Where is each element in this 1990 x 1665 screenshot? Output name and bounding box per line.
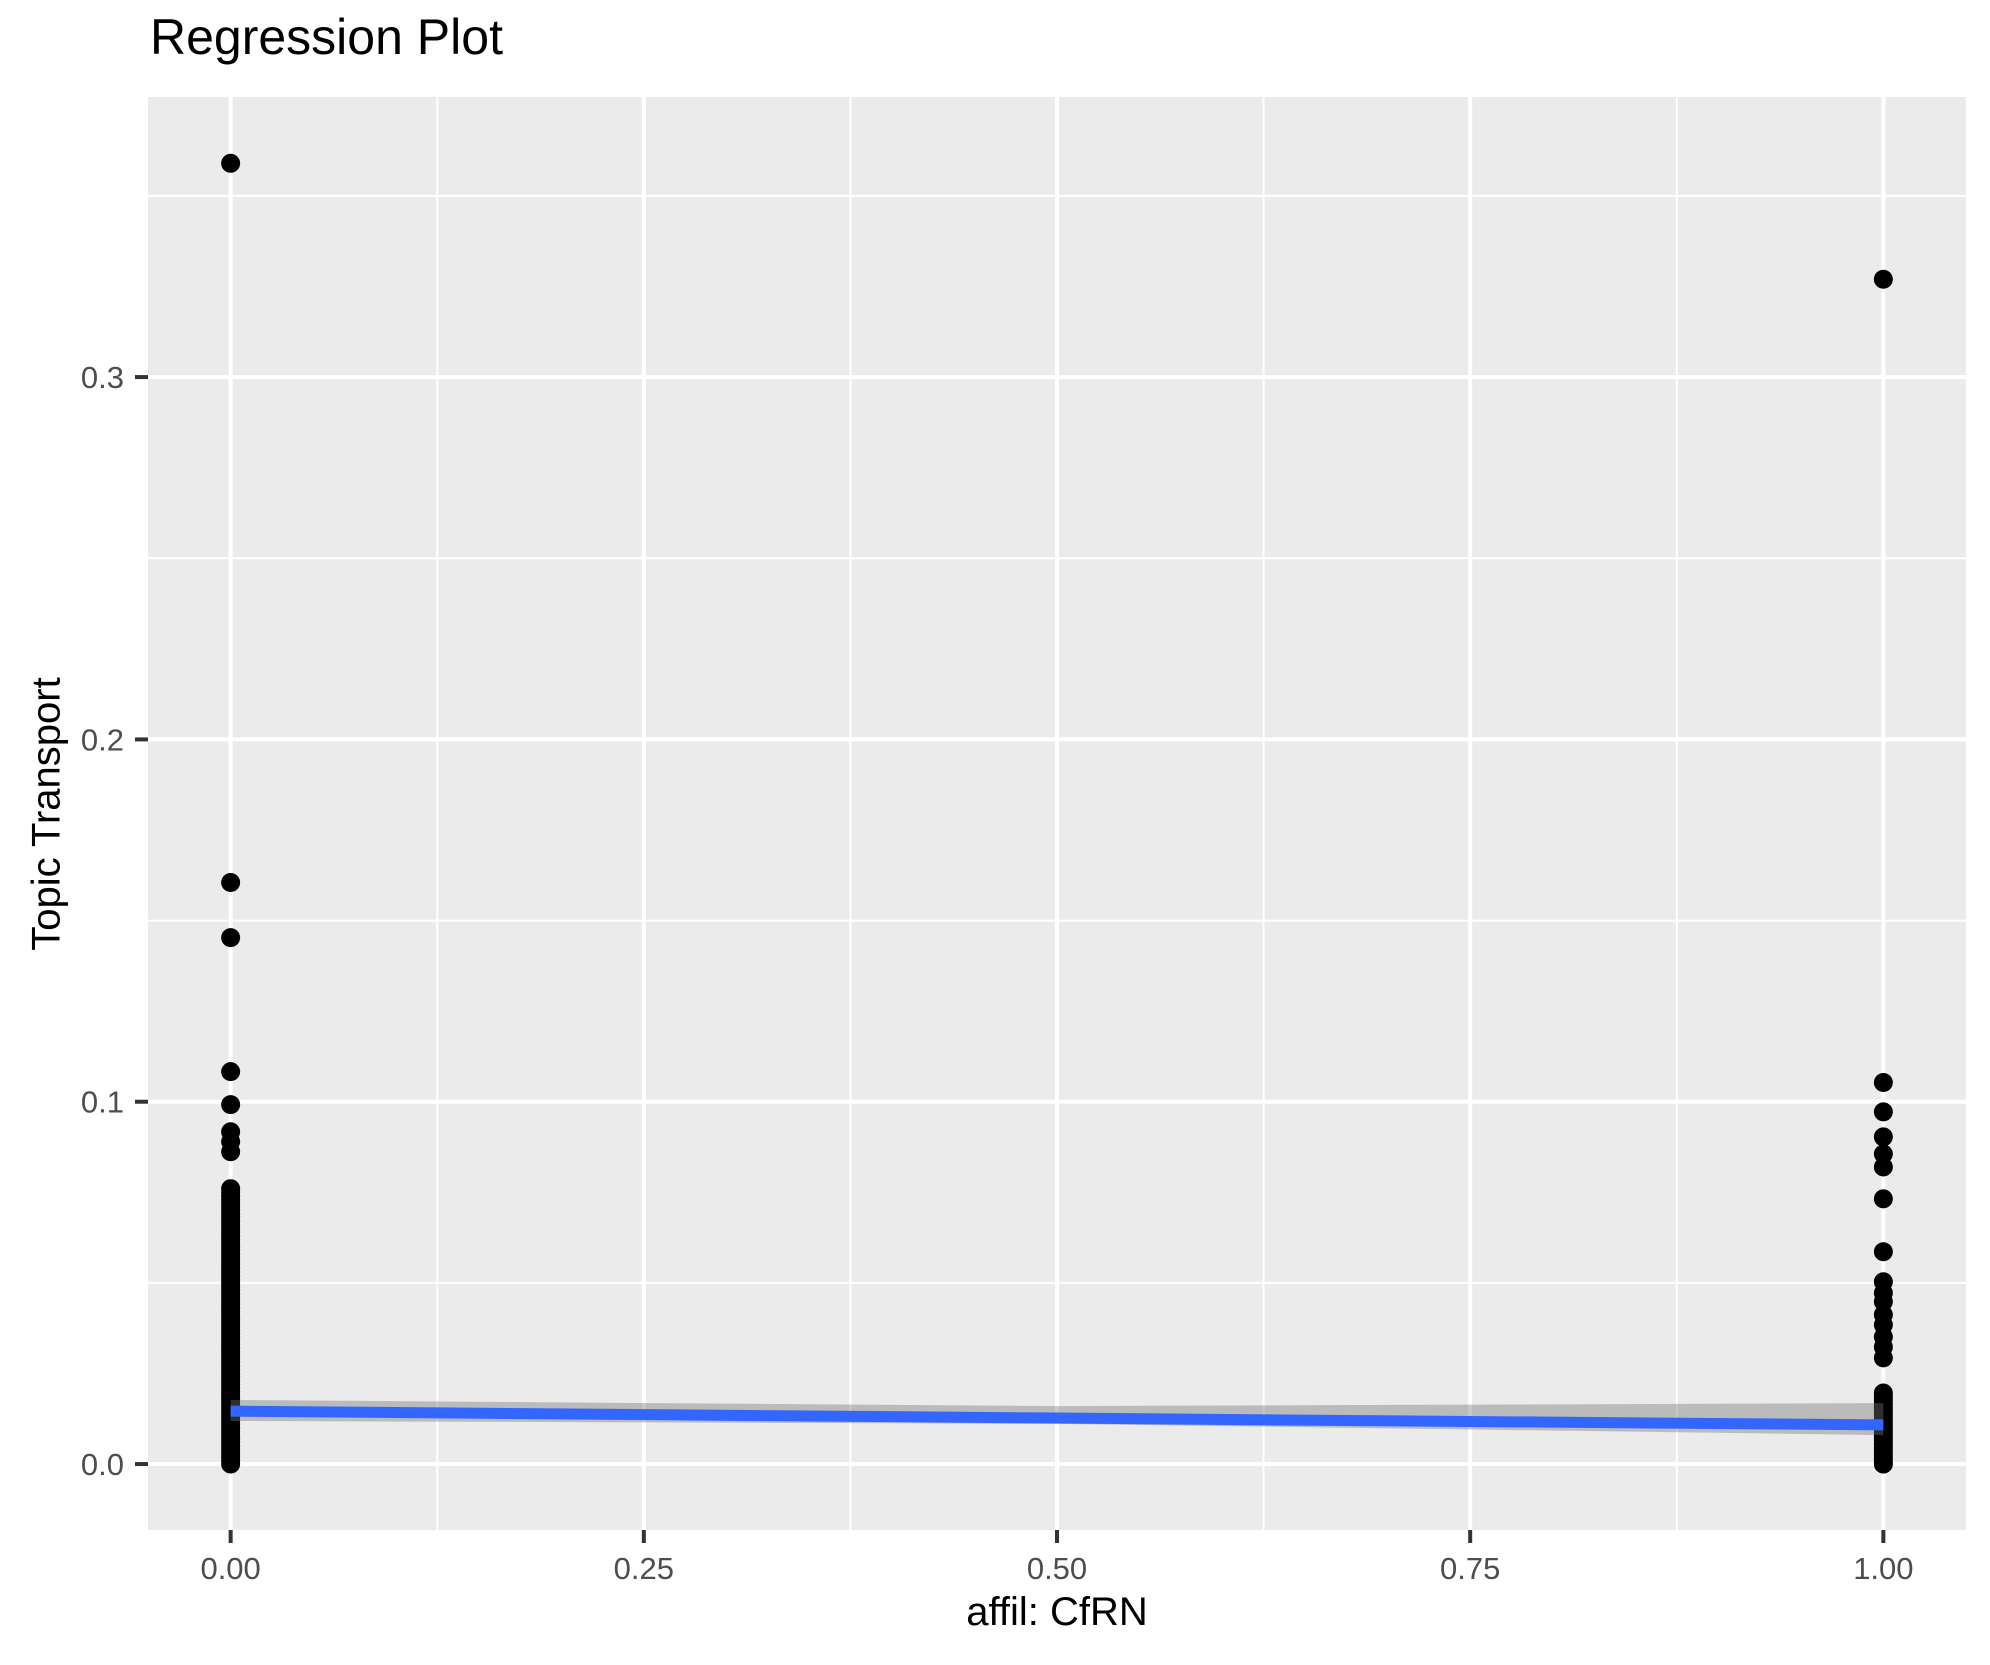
data-point	[221, 1142, 241, 1162]
data-point	[221, 1095, 241, 1115]
data-point	[221, 928, 241, 948]
data-point	[1873, 1348, 1893, 1368]
x-tick-label: 0.50	[1027, 1551, 1087, 1586]
y-tick-label: 0.3	[81, 360, 124, 395]
data-point	[221, 1454, 241, 1474]
y-tick-label: 0.0	[81, 1447, 124, 1482]
data-point	[1873, 1073, 1893, 1093]
regression-line	[230, 1405, 1884, 1431]
data-point	[1873, 1127, 1893, 1147]
x-tick-label: 0.00	[200, 1551, 260, 1586]
x-axis-title: affil: CfRN	[966, 1590, 1148, 1634]
y-tick-label: 0.2	[81, 722, 124, 757]
data-point	[1873, 1292, 1893, 1312]
data-point	[221, 1062, 241, 1082]
chart-title: Regression Plot	[150, 9, 503, 65]
data-point	[1873, 1189, 1893, 1209]
data-point	[1873, 269, 1893, 289]
data-point	[1873, 1242, 1893, 1262]
data-point	[221, 873, 241, 893]
data-point	[1873, 1102, 1893, 1122]
data-point	[1873, 1157, 1893, 1177]
data-point	[1873, 1454, 1893, 1474]
x-tick-label: 1.00	[1853, 1551, 1913, 1586]
x-tick-label: 0.75	[1440, 1551, 1500, 1586]
y-tick-label: 0.1	[81, 1085, 124, 1120]
x-tick-label: 0.25	[614, 1551, 674, 1586]
data-point	[221, 153, 241, 173]
data-point	[1873, 1144, 1893, 1164]
y-axis-title-text: Topic Transport	[24, 677, 69, 951]
